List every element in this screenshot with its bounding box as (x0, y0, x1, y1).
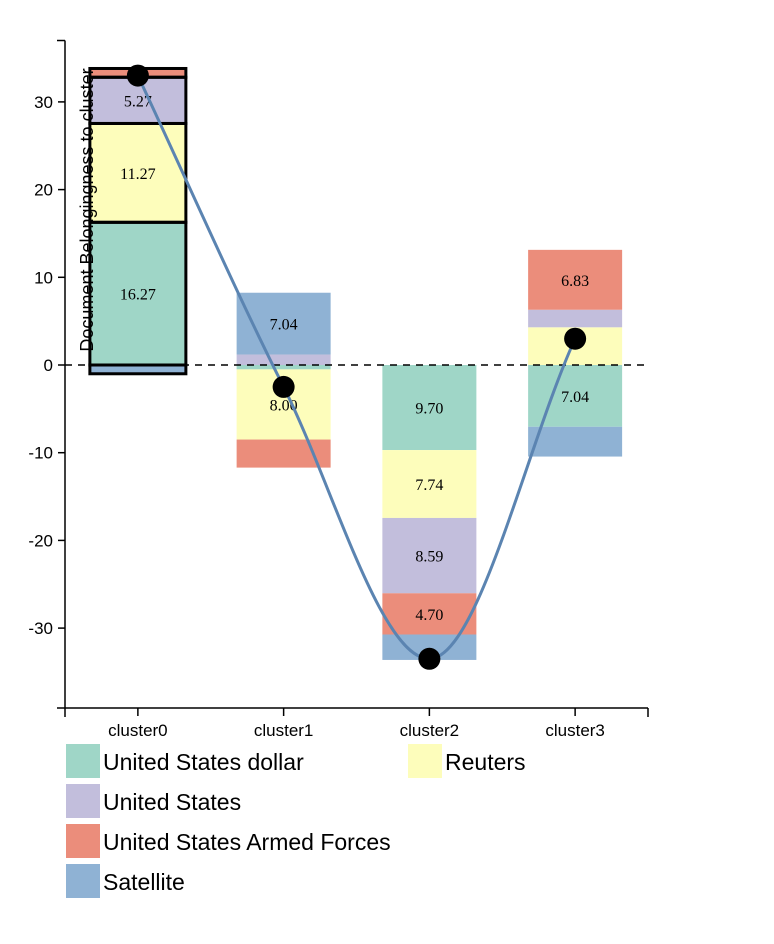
legend-label: Satellite (103, 869, 185, 895)
bar-segment-cluster0-united-states-dollar (90, 222, 185, 365)
highlight-outline-cluster0 (88, 66, 188, 376)
bar-segment-cluster2-united-states (382, 517, 477, 594)
bar-segment-cluster1-united-states-dollar (236, 365, 331, 370)
segment-label-cluster2-united-states-dollar: 9.70 (415, 401, 443, 418)
legend-item-united-states-dollar: United States dollar (66, 744, 304, 778)
net-point-cluster3 (564, 327, 587, 350)
legend-label: Reuters (445, 749, 526, 775)
segment-label-cluster0-united-states: 5.27 (124, 93, 152, 110)
y-tick-label: 20 (34, 181, 53, 200)
legend-swatch (408, 744, 442, 778)
legend: United States dollar United States United … (66, 744, 526, 898)
segment-label-cluster0-reuters: 11.27 (120, 166, 155, 183)
segment-label-cluster2-united-states: 8.59 (415, 549, 443, 566)
x-tick-label-cluster2: cluster2 (400, 721, 460, 740)
x-tick-label-cluster3: cluster3 (545, 721, 605, 740)
y-tick-label: 30 (34, 93, 53, 112)
x-tick-label-cluster1: cluster1 (254, 721, 314, 740)
legend-label: United States Armed Forces (103, 829, 391, 855)
net-value-line (136, 74, 577, 661)
segment-label-cluster0-united-states-dollar: 16.27 (120, 287, 156, 304)
bar-segment-cluster2-united-states-dollar (382, 365, 477, 451)
bar-segment-cluster1-united-states-armed-forces (236, 439, 331, 468)
y-axis-title: Document Belongingness to cluster (77, 68, 97, 351)
legend-item-reuters: Reuters (408, 744, 526, 778)
legend-swatch (66, 784, 100, 818)
segment-label-cluster3-united-states-armed-forces: 6.83 (561, 273, 589, 290)
bar-segment-cluster3-satellite (528, 426, 623, 457)
y-tick-label: -10 (28, 444, 53, 463)
legend-item-satellite: Satellite (66, 864, 185, 898)
legend-label: United States dollar (103, 749, 304, 775)
legend-swatch (66, 864, 100, 898)
segment-label-cluster3-united-states-dollar: 7.04 (561, 389, 589, 406)
bar-segment-cluster3-united-states-armed-forces (528, 249, 623, 310)
net-point-cluster1 (272, 375, 295, 398)
highlight-segment-satellite (88, 363, 188, 376)
y-axis: -30 -20 -10 0 10 20 30 (28, 39, 66, 709)
segment-label-cluster2-united-states-armed-forces: 4.70 (415, 607, 443, 624)
segment-label-cluster1-satellite: 7.04 (270, 317, 298, 334)
legend-label: United States (103, 789, 241, 815)
highlight-outline-layer (88, 66, 188, 376)
bar-segment-cluster2-united-states-armed-forces (382, 593, 477, 635)
y-tick-label: 10 (34, 268, 53, 287)
legend-swatch (66, 744, 100, 778)
net-value-points-layer (126, 64, 587, 670)
bar-segment-cluster0-satellite (90, 365, 185, 374)
legend-item-united-states-armed-forces: United States Armed Forces (66, 824, 391, 858)
y-tick-label: -30 (28, 619, 53, 638)
y-tick-label: 0 (44, 356, 53, 375)
segment-label-cluster2-reuters: 7.74 (415, 477, 443, 494)
legend-swatch (66, 824, 100, 858)
bar-segment-cluster2-reuters (382, 450, 477, 518)
net-point-cluster2 (418, 647, 441, 670)
net-point-cluster0 (126, 64, 149, 87)
bar-segment-cluster1-united-states (236, 354, 331, 365)
y-tick-label: -20 (28, 531, 53, 550)
bar-segment-cluster3-united-states (528, 309, 623, 328)
legend-item-united-states: United States (66, 784, 241, 818)
x-axis: cluster0 cluster1 cluster2 cluster3 (64, 707, 649, 740)
x-tick-label-cluster0: cluster0 (108, 721, 168, 740)
